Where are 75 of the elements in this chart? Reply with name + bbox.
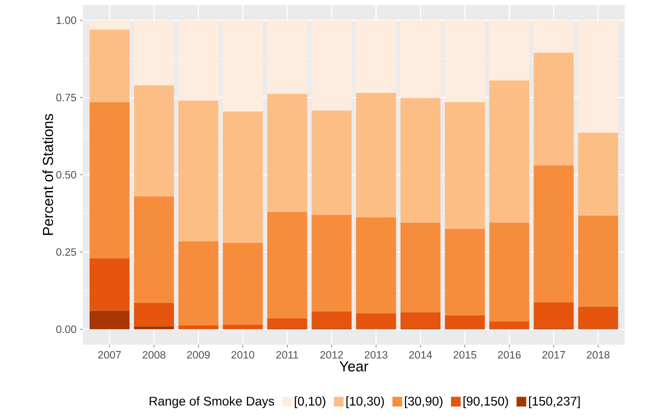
bar	[534, 20, 574, 53]
bar	[90, 20, 130, 30]
legend-label: [10,30)	[346, 396, 384, 408]
legend-label: [150,237]	[529, 396, 580, 408]
x-tick-label: 2016	[498, 351, 521, 359]
bar	[178, 20, 218, 101]
x-tick-label: 2018	[586, 351, 610, 359]
bar	[578, 216, 618, 307]
x-tick-label: 2008	[142, 351, 166, 359]
bar	[489, 322, 530, 329]
bar	[90, 102, 130, 258]
y-tick-label: 0.50	[56, 171, 76, 179]
bar	[444, 229, 485, 316]
bar	[356, 20, 396, 94]
x-tick-label: 2011	[276, 351, 298, 359]
bar	[134, 303, 174, 326]
bar	[578, 133, 618, 216]
bar	[90, 258, 130, 311]
bar	[222, 20, 263, 112]
bar	[400, 98, 440, 223]
y-tick-label: 0.25	[56, 248, 76, 256]
y-tick-label: 0.75	[56, 94, 76, 102]
bar	[444, 102, 485, 230]
bar	[489, 80, 530, 223]
x-tick-label: 2014	[409, 351, 432, 359]
bar	[267, 94, 308, 212]
bar	[444, 20, 485, 102]
bar	[312, 312, 352, 329]
bar	[444, 316, 485, 329]
legend-title: Range of Smoke Days	[150, 396, 274, 408]
bar	[178, 325, 218, 330]
bar	[312, 110, 352, 216]
y-tick-label: 1.00	[56, 16, 76, 24]
bar	[267, 212, 308, 319]
bar	[267, 20, 308, 94]
bar	[578, 306, 618, 329]
legend-label: [0,10)	[294, 396, 326, 408]
bar	[178, 241, 218, 326]
bar	[534, 302, 574, 329]
legend-label: [30,90)	[404, 396, 442, 408]
bar	[356, 313, 396, 329]
bar	[134, 85, 174, 197]
bar	[222, 324, 263, 330]
x-tick-label: 2007	[98, 351, 121, 359]
bar	[312, 215, 352, 312]
bar	[489, 222, 530, 322]
x-tick-label: 2015	[454, 351, 476, 359]
bar	[312, 20, 352, 111]
legend-label: [90,150)	[464, 396, 508, 408]
x-tick-label: 2009	[187, 351, 210, 359]
bar	[267, 318, 308, 329]
bar	[134, 326, 174, 330]
x-axis-title: Year	[340, 362, 368, 372]
bar	[222, 112, 263, 243]
bar	[134, 20, 174, 86]
bar	[534, 166, 574, 303]
y-axis-title: Percent of Stations	[42, 114, 54, 236]
bar	[489, 20, 530, 81]
bar	[90, 30, 130, 102]
bar	[90, 310, 130, 330]
x-tick-label: 2010	[232, 351, 254, 359]
bar	[178, 100, 218, 242]
y-tick-label: 0.00	[56, 326, 76, 334]
x-tick-label: 2017	[542, 351, 566, 359]
bar	[356, 218, 396, 314]
bar	[400, 222, 440, 313]
bar	[134, 196, 174, 304]
bar	[578, 20, 618, 134]
bar	[356, 93, 396, 218]
bar	[534, 52, 574, 166]
x-tick-label: 2013	[364, 351, 388, 359]
bar	[400, 20, 440, 98]
x-tick-label: 2012	[320, 351, 343, 359]
bar	[222, 243, 263, 325]
bar	[400, 312, 440, 329]
